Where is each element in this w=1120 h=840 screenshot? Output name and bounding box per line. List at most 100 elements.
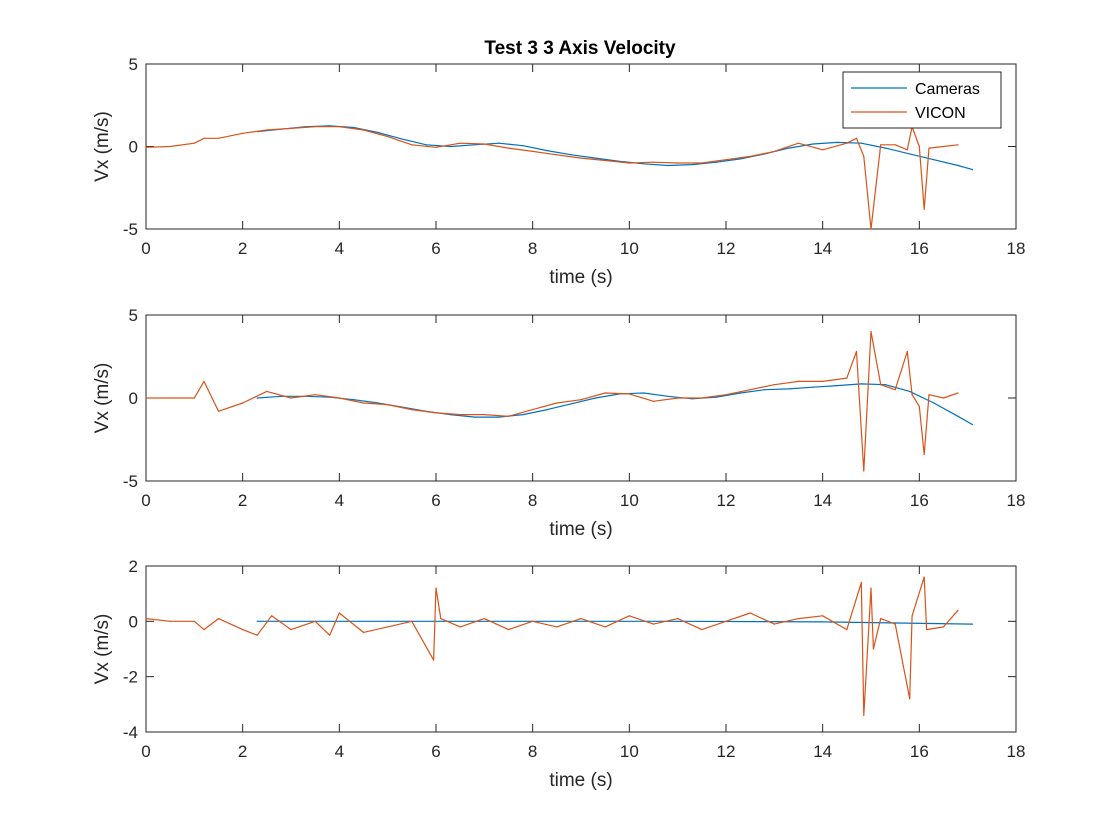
data-point-vicon: [880, 617, 882, 620]
data-point-vicon: [923, 453, 925, 456]
data-point-vicon: [773, 150, 775, 153]
data-point-vicon: [314, 620, 316, 622]
x-tick-label: 14: [813, 491, 832, 510]
data-point-cameras: [425, 144, 427, 146]
series-line-cameras: [257, 620, 973, 625]
data-point-vicon: [911, 394, 913, 396]
data-point-vicon: [193, 397, 195, 399]
data-point-vicon: [957, 609, 959, 611]
x-tick-label: 0: [141, 239, 150, 258]
data-point-cameras: [498, 416, 500, 418]
data-point-cameras: [256, 620, 258, 622]
data-point-vicon: [532, 620, 534, 622]
data-point-cameras: [449, 145, 452, 148]
data-point-vicon: [863, 714, 865, 717]
data-point-cameras: [377, 131, 379, 134]
data-point-cameras: [739, 392, 742, 394]
data-point-vicon: [507, 147, 510, 149]
x-tick-label: 12: [717, 491, 736, 510]
data-point-vicon: [387, 136, 389, 138]
data-point-vicon: [773, 623, 775, 625]
data-point-vicon: [880, 144, 882, 146]
data-point-vicon: [329, 634, 331, 636]
data-point-vicon: [256, 634, 258, 636]
data-point-vicon: [918, 145, 920, 148]
data-point-vicon: [906, 350, 908, 353]
data-point-cameras: [667, 395, 669, 397]
data-point-vicon: [507, 629, 510, 631]
data-point-vicon: [701, 397, 703, 399]
data-point-vicon: [822, 615, 824, 617]
data-point-cameras: [822, 621, 824, 623]
data-point-cameras: [474, 144, 476, 146]
y-tick-label: 2: [129, 557, 138, 576]
data-point-vicon: [863, 155, 865, 157]
x-tick-label: 14: [813, 742, 832, 761]
data-point-vicon: [266, 129, 268, 131]
data-point-vicon: [338, 126, 340, 128]
data-point-vicon: [432, 659, 435, 661]
x-tick-label: 8: [528, 491, 537, 510]
data-point-cameras: [353, 399, 355, 401]
data-point-vicon: [483, 414, 485, 416]
x-tick-label: 8: [528, 742, 537, 761]
data-point-vicon: [145, 397, 147, 399]
data-point-cameras: [353, 126, 355, 129]
data-point-vicon: [725, 394, 727, 396]
data-point-vicon: [797, 617, 800, 620]
data-point-vicon: [459, 142, 461, 144]
data-point-vicon: [266, 390, 268, 392]
data-point-vicon: [435, 587, 437, 589]
x-tick-label: 10: [620, 239, 639, 258]
data-point-vicon: [532, 409, 534, 411]
data-point-vicon: [870, 228, 872, 230]
y-tick-label: 0: [129, 612, 138, 631]
data-point-vicon: [604, 392, 606, 394]
series-line-cameras: [257, 125, 973, 171]
x-tick-label: 0: [141, 742, 150, 761]
data-point-cameras: [546, 409, 548, 411]
x-tick-label: 4: [335, 239, 344, 258]
y-axis-label: Vx (m/s): [92, 614, 113, 685]
data-point-vicon: [846, 377, 848, 379]
data-point-vicon: [556, 626, 558, 628]
legend: Cameras VICON: [842, 71, 1002, 129]
data-point-cameras: [377, 402, 379, 404]
data-point-vicon: [923, 208, 925, 210]
data-point-cameras: [860, 142, 862, 144]
data-point-vicon: [911, 615, 913, 617]
data-point-cameras: [836, 384, 838, 387]
x-tick-label: 10: [620, 742, 639, 761]
data-point-vicon: [483, 617, 485, 620]
data-point-vicon: [203, 629, 205, 631]
legend-label-cameras: Cameras: [915, 81, 980, 98]
data-point-cameras: [812, 386, 814, 388]
data-point-vicon: [918, 405, 920, 407]
x-tick-label: 8: [528, 239, 537, 258]
data-point-cameras: [643, 163, 645, 165]
data-point-cameras: [715, 161, 717, 163]
legend-label-vicon: VICON: [915, 105, 966, 122]
y-tick-label: -5: [123, 472, 138, 491]
legend-box: [842, 71, 1002, 129]
chart-title: Test 3 3 Axis Velocity: [484, 38, 676, 59]
data-point-vicon: [923, 576, 925, 578]
data-point-vicon: [169, 397, 171, 399]
data-point-vicon: [580, 157, 582, 159]
data-point-vicon: [880, 384, 882, 386]
data-point-vicon: [928, 394, 930, 396]
data-point-cameras: [812, 143, 814, 145]
data-point-vicon: [855, 137, 858, 139]
data-point-cameras: [788, 147, 790, 149]
y-tick-label: 0: [129, 138, 138, 157]
data-point-vicon: [957, 144, 959, 146]
x-axis-label: time (s): [549, 267, 612, 288]
x-tick-label: 10: [620, 491, 639, 510]
x-tick-label: 4: [335, 742, 344, 761]
data-point-cameras: [546, 150, 548, 152]
data-point-cameras: [884, 384, 887, 386]
data-point-vicon: [411, 144, 413, 146]
